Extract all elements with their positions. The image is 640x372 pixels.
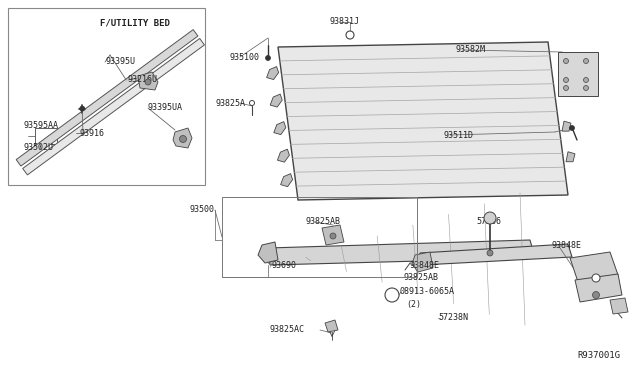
- Text: 93825A: 93825A: [215, 99, 245, 108]
- Polygon shape: [420, 244, 572, 265]
- Circle shape: [563, 58, 568, 64]
- Polygon shape: [274, 122, 286, 135]
- Bar: [8, 8, 205, 185]
- Text: 93916: 93916: [80, 128, 105, 138]
- Polygon shape: [270, 94, 282, 107]
- Circle shape: [80, 106, 84, 111]
- Circle shape: [592, 274, 600, 282]
- Circle shape: [584, 77, 589, 83]
- Circle shape: [266, 55, 271, 61]
- Text: 93595AA: 93595AA: [24, 122, 59, 131]
- Circle shape: [563, 77, 568, 83]
- Polygon shape: [22, 38, 204, 175]
- Text: 93502U: 93502U: [24, 144, 54, 153]
- Text: 93825AB: 93825AB: [305, 218, 340, 227]
- Text: (2): (2): [406, 299, 421, 308]
- Text: 93216U: 93216U: [128, 76, 158, 84]
- Polygon shape: [570, 252, 618, 282]
- Text: 93825AB: 93825AB: [403, 273, 438, 282]
- Text: F/UTILITY BED: F/UTILITY BED: [100, 18, 170, 27]
- Circle shape: [145, 79, 151, 85]
- Circle shape: [570, 125, 575, 131]
- Circle shape: [179, 135, 186, 142]
- Text: 57238N: 57238N: [438, 314, 468, 323]
- Text: 93825AC: 93825AC: [270, 326, 305, 334]
- Text: 57236: 57236: [476, 218, 501, 227]
- Text: 935100: 935100: [230, 52, 260, 61]
- Circle shape: [484, 212, 496, 224]
- Bar: [35, 128, 57, 144]
- Polygon shape: [558, 52, 598, 96]
- Polygon shape: [173, 128, 192, 148]
- Polygon shape: [258, 242, 278, 263]
- Circle shape: [593, 292, 600, 298]
- Text: 93848E: 93848E: [551, 241, 581, 250]
- Text: 93500: 93500: [190, 205, 215, 215]
- Circle shape: [385, 288, 399, 302]
- Text: R937001G: R937001G: [577, 350, 620, 359]
- Text: 93511D: 93511D: [443, 131, 473, 140]
- Polygon shape: [280, 174, 292, 187]
- Polygon shape: [322, 225, 344, 245]
- Text: 93848E: 93848E: [410, 260, 440, 269]
- Polygon shape: [325, 320, 338, 332]
- Text: 93831J: 93831J: [330, 17, 360, 26]
- Polygon shape: [277, 149, 289, 162]
- Polygon shape: [16, 30, 198, 166]
- Circle shape: [346, 31, 354, 39]
- Circle shape: [563, 86, 568, 90]
- Text: 08913-6065A: 08913-6065A: [400, 288, 455, 296]
- Text: 93690: 93690: [272, 260, 297, 269]
- Circle shape: [250, 100, 255, 106]
- Circle shape: [330, 233, 336, 239]
- Polygon shape: [610, 298, 628, 314]
- Polygon shape: [138, 72, 158, 90]
- Circle shape: [487, 250, 493, 256]
- Polygon shape: [575, 274, 622, 302]
- Text: 93395UA: 93395UA: [148, 103, 183, 112]
- Circle shape: [584, 86, 589, 90]
- Polygon shape: [278, 42, 568, 200]
- Polygon shape: [412, 252, 433, 272]
- Polygon shape: [268, 240, 535, 265]
- Text: 93582M: 93582M: [455, 45, 485, 55]
- Text: N: N: [390, 292, 394, 298]
- Polygon shape: [267, 67, 278, 80]
- Circle shape: [584, 58, 589, 64]
- Polygon shape: [562, 121, 571, 131]
- Text: 93395U: 93395U: [105, 58, 135, 67]
- Polygon shape: [566, 152, 575, 162]
- Bar: [222, 197, 417, 277]
